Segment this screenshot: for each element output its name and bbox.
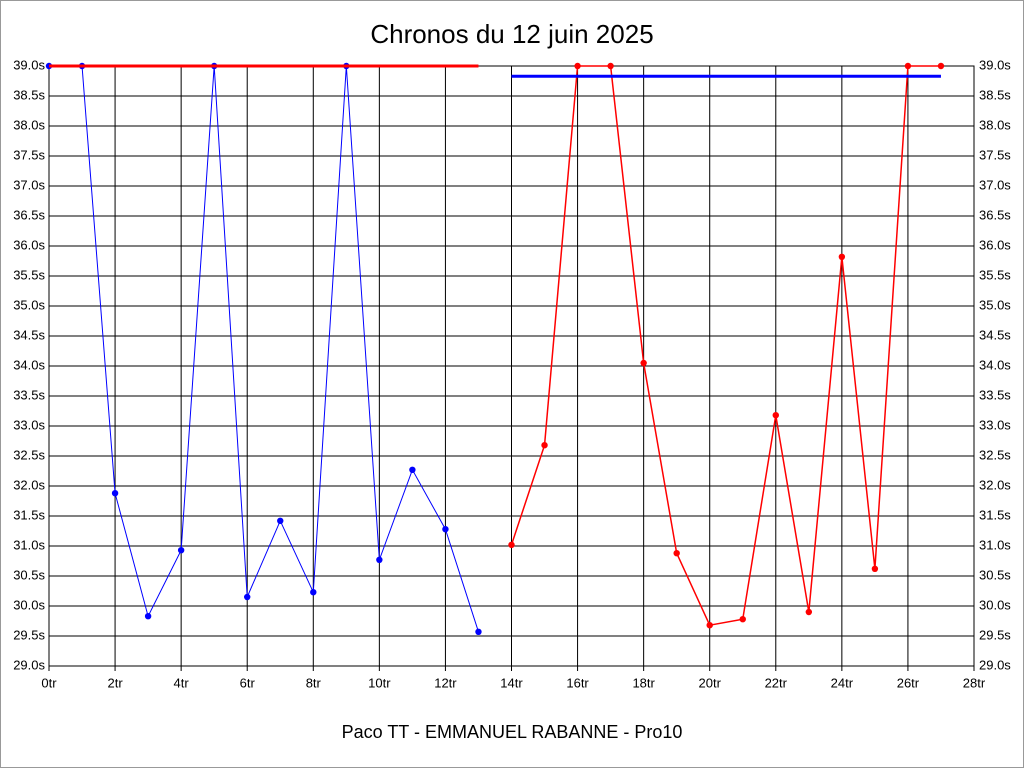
y-tick-label-right: 38.5s	[979, 87, 1011, 102]
y-tick-label: 34.0s	[13, 357, 45, 372]
data-point	[177, 547, 185, 554]
y-tick-label-right: 31.0s	[979, 537, 1011, 552]
data-point	[244, 593, 251, 601]
y-tick-label: 34.5s	[13, 327, 45, 342]
y-tick-label: 33.0s	[13, 417, 45, 432]
y-tick-label-right: 32.0s	[979, 477, 1011, 492]
data-point	[838, 253, 846, 260]
x-tick-label: 14tr	[500, 675, 523, 690]
data-point	[111, 490, 119, 497]
data-point	[409, 466, 416, 473]
y-tick-label: 31.0s	[13, 537, 45, 552]
y-tick-label: 30.5s	[13, 567, 45, 582]
y-tick-label-right: 33.5s	[979, 387, 1011, 402]
data-point	[904, 62, 912, 70]
x-tick-label: 0tr	[41, 675, 57, 690]
data-point	[673, 550, 680, 557]
data-point	[442, 526, 449, 533]
y-tick-label-right: 39.0s	[979, 57, 1011, 72]
data-point	[871, 565, 879, 572]
chart-title: Chronos du 12 juin 2025	[370, 19, 653, 49]
y-tick-label-right: 30.0s	[979, 597, 1011, 612]
y-tick-label-right: 32.5s	[979, 447, 1011, 462]
y-tick-label: 32.5s	[13, 447, 45, 462]
y-tick-label: 33.5s	[13, 387, 45, 402]
y-tick-label-right: 29.5s	[979, 627, 1011, 642]
y-tick-label: 36.0s	[13, 237, 45, 252]
y-tick-label-right: 35.0s	[979, 297, 1011, 312]
x-tick-label: 28tr	[963, 675, 986, 690]
x-tick-label: 12tr	[434, 675, 457, 690]
y-tick-label: 36.5s	[13, 207, 45, 222]
data-point	[475, 628, 482, 635]
y-tick-label: 37.0s	[13, 177, 45, 192]
y-tick-label-right: 35.5s	[979, 267, 1011, 282]
x-axis-label: Paco TT - EMMANUEL RABANNE - Pro10	[342, 722, 683, 742]
data-point	[805, 608, 813, 616]
x-tick-label: 18tr	[632, 675, 655, 690]
y-tick-label: 32.0s	[13, 477, 45, 492]
data-point	[310, 589, 317, 596]
x-tick-label: 22tr	[765, 675, 788, 690]
y-tick-label-right: 36.5s	[979, 207, 1011, 222]
y-tick-label-right: 36.0s	[979, 237, 1011, 252]
data-point	[574, 62, 581, 70]
y-tick-label: 38.5s	[13, 87, 45, 102]
x-tick-label: 26tr	[897, 675, 920, 690]
data-point	[772, 412, 779, 419]
y-tick-label-right: 33.0s	[979, 417, 1011, 432]
y-tick-label-right: 37.5s	[979, 147, 1011, 162]
data-point	[607, 62, 614, 70]
data-point	[640, 359, 647, 367]
x-tick-label: 20tr	[699, 675, 722, 690]
y-tick-label: 38.0s	[13, 117, 45, 132]
y-tick-label-right: 30.5s	[979, 567, 1011, 582]
data-point	[541, 442, 548, 449]
data-point	[508, 541, 515, 548]
x-tick-label: 24tr	[831, 675, 854, 690]
x-tick-label: 2tr	[107, 675, 123, 690]
y-tick-label-right: 34.0s	[979, 357, 1011, 372]
y-tick-label-right: 34.5s	[979, 327, 1011, 342]
x-tick-label: 4tr	[174, 675, 190, 690]
y-tick-label-right: 37.0s	[979, 177, 1011, 192]
x-tick-label: 16tr	[566, 675, 589, 690]
y-tick-label: 30.0s	[13, 597, 45, 612]
x-tick-label: 6tr	[240, 675, 256, 690]
y-tick-label: 29.5s	[13, 627, 45, 642]
y-tick-label: 37.5s	[13, 147, 45, 162]
data-point	[937, 62, 945, 70]
y-tick-label-right: 38.0s	[979, 117, 1011, 132]
series-line	[510, 65, 941, 627]
x-tick-label: 10tr	[368, 675, 391, 690]
y-tick-label: 29.0s	[13, 657, 45, 672]
plot-frame	[48, 65, 975, 667]
data-point	[277, 517, 284, 524]
y-tick-label: 31.5s	[13, 507, 45, 522]
series-line	[49, 65, 479, 632]
data-point	[144, 613, 152, 620]
y-tick-label-right: 29.0s	[979, 657, 1011, 672]
data-point	[706, 622, 713, 629]
x-tick-label: 8tr	[306, 675, 322, 690]
y-tick-label: 35.5s	[13, 267, 45, 282]
y-tick-label: 35.0s	[13, 297, 45, 312]
data-point	[376, 556, 383, 563]
y-tick-label: 39.0s	[13, 57, 45, 72]
y-tick-label-right: 31.5s	[979, 507, 1011, 522]
data-point	[739, 616, 746, 623]
